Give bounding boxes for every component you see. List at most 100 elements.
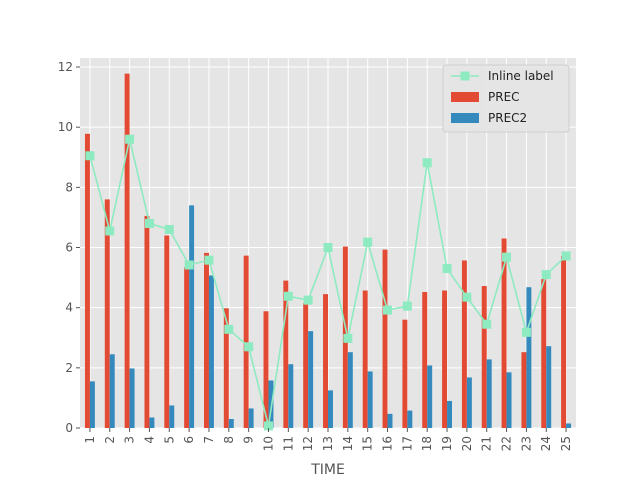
bar-prec (323, 294, 328, 428)
y-axis: 0 2 4 6 8 10 12 (58, 60, 80, 435)
x-tick-label: 8 (222, 436, 236, 444)
bar-prec (283, 280, 289, 428)
bar-prec (501, 238, 507, 428)
bar-prec (303, 303, 309, 428)
bar-prec2 (447, 400, 452, 428)
x-tick-label: 21 (480, 436, 494, 451)
bar-prec (84, 133, 90, 428)
legend: Inline label PREC PREC2 (442, 64, 570, 133)
x-tick-label: 12 (301, 436, 315, 451)
line-marker (561, 251, 571, 261)
line-marker (383, 305, 393, 315)
bar-prec (124, 73, 130, 428)
bar-prec2 (308, 331, 314, 428)
line-marker (164, 224, 174, 234)
x-tick-label: 5 (162, 436, 176, 444)
line-marker (85, 151, 95, 161)
line-marker (144, 218, 154, 228)
line-marker (184, 260, 194, 270)
legend-swatch (451, 113, 479, 123)
x-tick-label: 3 (123, 436, 137, 444)
x-tick-label: 9 (242, 436, 256, 444)
bar-prec2 (149, 417, 155, 428)
bar-prec2 (486, 359, 492, 428)
line-marker (363, 237, 373, 247)
bar-prec (223, 308, 229, 428)
bar-prec (541, 279, 547, 428)
bar-prec2 (546, 346, 552, 428)
line-marker (502, 252, 512, 262)
x-tick-label: 11 (281, 436, 295, 451)
x-axis: 1 2 3 4 5 6 7 8 9 10 11 12 13 14 15 16 17 18 19 20 21 22 23 24 2… (83, 428, 573, 451)
bar-prec2 (387, 413, 393, 428)
legend-label: Inline label (488, 69, 554, 83)
bar-prec2 (89, 381, 95, 428)
bar-prec2 (466, 377, 472, 428)
x-tick-label: 7 (202, 436, 216, 444)
legend-swatch-marker (460, 71, 470, 81)
bar-prec (204, 252, 209, 428)
y-tick-label: 12 (58, 60, 73, 74)
y-tick-label: 8 (65, 180, 73, 194)
bar-prec (104, 199, 110, 428)
legend-swatch (451, 92, 479, 102)
x-tick-label: 16 (381, 436, 395, 451)
bar-prec2 (347, 352, 353, 428)
line-series (85, 134, 571, 431)
x-tick-label: 25 (559, 436, 573, 451)
bar-prec2 (288, 364, 294, 428)
y-tick-label: 6 (65, 241, 73, 255)
bar-prec2 (328, 390, 333, 428)
x-tick-label: 4 (142, 436, 156, 444)
legend-label: PREC2 (488, 111, 527, 125)
bar-prec2 (228, 418, 234, 428)
line-marker (105, 226, 115, 236)
x-tick-label: 14 (341, 436, 355, 451)
bar-prec2 (506, 372, 512, 428)
bar-prec (382, 249, 388, 428)
y-tick-label: 2 (65, 361, 73, 375)
line-marker (125, 134, 135, 144)
line-marker (442, 264, 452, 274)
line-marker (263, 421, 273, 431)
bar-prec (144, 215, 150, 428)
bar-prec2 (169, 405, 175, 428)
line-marker (422, 158, 432, 168)
line-marker (343, 333, 353, 343)
x-tick-label: 17 (400, 436, 414, 451)
line-marker (323, 243, 333, 253)
line-marker (204, 255, 214, 265)
x-tick-label: 13 (321, 436, 335, 451)
line-marker (224, 324, 234, 334)
x-tick-label: 1 (83, 436, 97, 444)
x-tick-label: 20 (460, 436, 474, 451)
bar-prec (184, 267, 190, 428)
line-marker (244, 342, 254, 352)
bar-prec (422, 292, 428, 428)
x-axis-label: TIME (310, 462, 345, 478)
bar-prec2 (407, 410, 413, 428)
x-tick-label: 10 (261, 436, 275, 451)
bar-prec (561, 255, 567, 428)
line-marker (402, 301, 412, 311)
bar-prec (362, 290, 368, 428)
x-tick-label: 18 (420, 436, 434, 451)
line-marker (283, 291, 293, 301)
y-tick-label: 4 (65, 301, 73, 315)
bar-prec2 (526, 287, 532, 428)
x-tick-label: 2 (103, 436, 117, 444)
x-tick-label: 15 (361, 436, 375, 451)
bar-prec2 (109, 354, 115, 428)
x-tick-label: 23 (519, 436, 533, 451)
y-tick-label: 0 (65, 421, 73, 435)
bar-prec2 (268, 380, 274, 428)
x-tick-label: 22 (500, 436, 514, 451)
bar-prec2 (566, 423, 572, 428)
line-marker (521, 327, 531, 337)
bar-prec (243, 255, 249, 428)
legend-label: PREC (488, 90, 520, 104)
bar-prec (481, 286, 487, 428)
bar-prec2 (208, 275, 214, 428)
bar-prec (461, 260, 467, 428)
